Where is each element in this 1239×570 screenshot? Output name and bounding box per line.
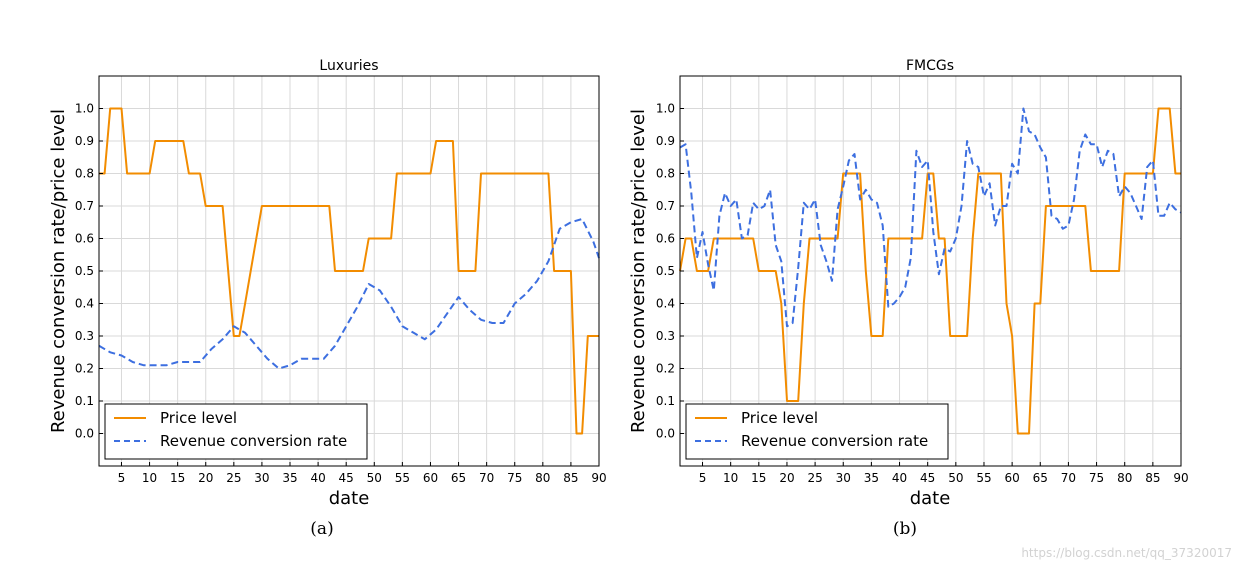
x-tick-label: 20 (779, 471, 794, 485)
legend-label-revenue-conversion-rate: Revenue conversion rate (741, 432, 928, 450)
x-tick-label: 75 (1089, 471, 1104, 485)
x-tick-label: 45 (339, 471, 354, 485)
x-tick-label: 15 (751, 471, 766, 485)
x-tick-label: 5 (699, 471, 707, 485)
legend-label-price-level: Price level (160, 409, 237, 427)
series-line-revenue-conversion-rate (679, 107, 1182, 328)
x-tick-label: 55 (976, 471, 991, 485)
x-tick-label: 30 (254, 471, 269, 485)
y-tick-label: 0.1 (656, 394, 675, 408)
y-tick-label: 1.0 (75, 102, 94, 116)
y-tick-label: 0.3 (656, 329, 675, 343)
panel-caption: (a) (310, 519, 333, 539)
watermark: https://blog.csdn.net/qq_37320017 (1021, 546, 1232, 560)
chart-fmcgs: FMCGs 5 10 15 20 25 30 35 40 45 50 55 60 65 70 75 80 85 9… (628, 58, 1189, 539)
x-tick-label: 65 (1033, 471, 1048, 485)
x-tick-label: 5 (118, 471, 126, 485)
y-tick-label: 0.8 (656, 167, 675, 181)
y-axis-label: Revenue conversion rate/price level (628, 109, 649, 433)
x-tick-label: 40 (892, 471, 907, 485)
x-tick-label: 30 (836, 471, 851, 485)
x-tick-label: 25 (807, 471, 822, 485)
x-tick-label: 55 (395, 471, 410, 485)
y-tick-label: 0.2 (656, 362, 675, 376)
x-tick-label: 50 (367, 471, 382, 485)
x-tick-label: 10 (723, 471, 738, 485)
x-tick-label: 65 (451, 471, 466, 485)
tick-labels: 5 10 15 20 25 30 35 40 45 50 55 60 65 70 75 80 85 90 0.0 0.… (656, 102, 1189, 486)
x-tick-label: 80 (1117, 471, 1132, 485)
legend: Price level Revenue conversion rate (104, 403, 368, 460)
y-tick-label: 0.7 (75, 199, 94, 213)
y-tick-label: 0.0 (75, 427, 94, 441)
x-axis-label: date (329, 488, 370, 509)
x-tick-label: 85 (563, 471, 578, 485)
x-tick-label: 70 (479, 471, 494, 485)
y-tick-label: 0.6 (75, 232, 94, 246)
x-tick-label: 15 (170, 471, 185, 485)
y-tick-label: 0.9 (656, 134, 675, 148)
chart-title: FMCGs (906, 58, 954, 74)
x-axis-label: date (910, 488, 951, 509)
series-line-price-level (99, 107, 599, 435)
x-tick-label: 35 (282, 471, 297, 485)
y-tick-label: 0.9 (75, 134, 94, 148)
y-tick-label: 0.6 (656, 232, 675, 246)
legend: Price level Revenue conversion rate (685, 403, 949, 460)
x-tick-label: 10 (142, 471, 157, 485)
plot-lines (98, 107, 600, 435)
legend-box (104, 403, 368, 460)
y-tick-label: 1.0 (656, 102, 675, 116)
panel-caption: (b) (893, 519, 917, 539)
tick-labels: 5 10 15 20 25 30 35 40 45 50 55 60 65 70 75 80 85 90 0.0 0.… (75, 102, 607, 486)
y-tick-label: 0.3 (75, 329, 94, 343)
y-tick-label: 0.0 (656, 427, 675, 441)
y-tick-label: 0.1 (75, 394, 94, 408)
x-tick-label: 60 (1004, 471, 1019, 485)
x-tick-label: 90 (591, 471, 606, 485)
x-tick-label: 40 (310, 471, 325, 485)
x-tick-label: 80 (535, 471, 550, 485)
x-tick-label: 85 (1145, 471, 1160, 485)
series-line-price-level (679, 107, 1181, 435)
legend-label-revenue-conversion-rate: Revenue conversion rate (160, 432, 347, 450)
y-tick-label: 0.8 (75, 167, 94, 181)
x-tick-label: 75 (507, 471, 522, 485)
y-tick-label: 0.4 (75, 297, 94, 311)
x-tick-label: 35 (864, 471, 879, 485)
plot-lines (679, 107, 1182, 435)
x-tick-label: 70 (1061, 471, 1076, 485)
x-tick-label: 45 (920, 471, 935, 485)
y-tick-label: 0.7 (656, 199, 675, 213)
x-tick-label: 25 (226, 471, 241, 485)
legend-box (685, 403, 949, 460)
x-tick-label: 60 (423, 471, 438, 485)
x-tick-label: 20 (198, 471, 213, 485)
series-line-revenue-conversion-rate (98, 218, 600, 370)
chart-luxuries: Luxuries 5 10 15 20 25 30 35 40 45 50 55 60 65 70 75 80… (48, 58, 607, 539)
y-tick-label: 0.2 (75, 362, 94, 376)
y-axis-label: Revenue conversion rate/price level (48, 109, 69, 433)
y-tick-label: 0.4 (656, 297, 675, 311)
y-tick-label: 0.5 (656, 264, 675, 278)
x-tick-label: 50 (948, 471, 963, 485)
chart-title: Luxuries (319, 58, 378, 74)
y-tick-label: 0.5 (75, 264, 94, 278)
legend-label-price-level: Price level (741, 409, 818, 427)
x-tick-label: 90 (1173, 471, 1188, 485)
